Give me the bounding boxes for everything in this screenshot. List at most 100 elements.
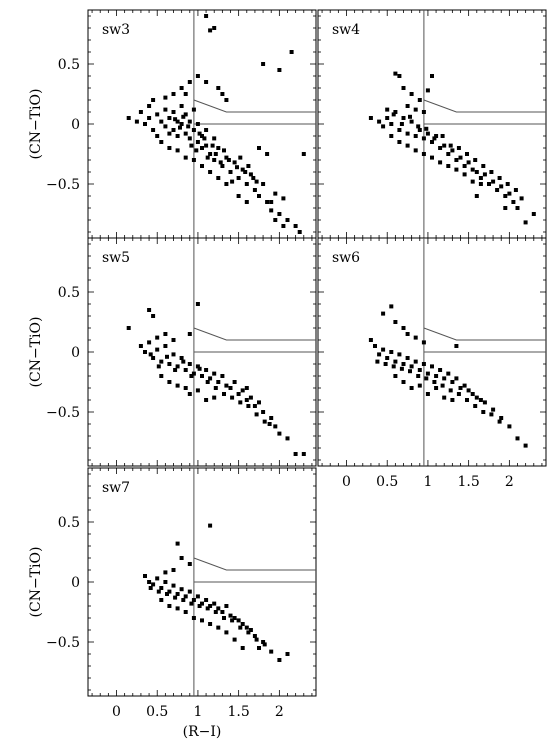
data-point xyxy=(425,88,430,93)
data-point xyxy=(409,92,414,96)
data-point xyxy=(212,136,217,141)
data-point xyxy=(187,119,192,124)
data-point xyxy=(183,155,188,160)
data-point xyxy=(200,134,204,138)
data-point xyxy=(216,146,221,150)
data-point xyxy=(289,50,294,54)
x-tick-label: 0 xyxy=(342,474,351,490)
data-point xyxy=(200,618,204,623)
data-point xyxy=(425,371,430,376)
data-point xyxy=(194,148,199,153)
data-point xyxy=(216,176,221,180)
data-point xyxy=(265,152,270,156)
data-point xyxy=(434,134,439,138)
data-point xyxy=(273,191,278,196)
data-point xyxy=(432,136,437,141)
data-point xyxy=(204,14,209,18)
panel-sw6: 0 0.5 1 1.5 2 sw6 xyxy=(317,237,547,490)
data-point xyxy=(179,356,184,360)
data-point xyxy=(430,74,434,78)
data-point xyxy=(213,152,218,156)
data-point xyxy=(200,164,204,168)
data-point xyxy=(397,74,402,78)
data-point xyxy=(401,326,406,330)
data-point xyxy=(181,114,186,119)
data-point xyxy=(246,404,251,408)
data-point xyxy=(187,562,192,566)
data-point xyxy=(416,124,421,129)
data-point xyxy=(297,230,302,234)
data-point xyxy=(204,80,209,84)
data-point xyxy=(417,98,422,102)
data-point xyxy=(409,119,414,124)
data-point xyxy=(397,140,402,144)
data-point xyxy=(238,155,243,160)
data-point xyxy=(450,398,455,402)
data-point xyxy=(230,395,235,400)
y-tick-label: −0.5 xyxy=(46,635,80,651)
data-point xyxy=(257,194,261,198)
data-point xyxy=(281,224,286,228)
y-tick-label: 0 xyxy=(71,345,80,361)
data-point xyxy=(222,392,226,396)
data-point xyxy=(212,158,217,162)
data-point xyxy=(159,119,164,124)
data-point xyxy=(244,200,249,204)
data-point xyxy=(446,152,451,156)
data-point xyxy=(186,124,191,129)
data-point xyxy=(513,188,518,192)
data-point xyxy=(385,107,390,112)
data-point xyxy=(224,182,229,186)
data-point xyxy=(405,131,410,136)
data-point xyxy=(171,110,176,114)
data-point xyxy=(183,92,188,96)
data-point xyxy=(458,155,463,160)
data-point xyxy=(220,92,225,96)
data-point xyxy=(212,601,217,606)
data-point xyxy=(165,354,169,359)
x-tick-label: 0 xyxy=(112,704,121,720)
selection-boundary-line xyxy=(193,327,316,341)
data-point xyxy=(489,412,494,417)
data-point xyxy=(183,368,188,372)
data-point xyxy=(377,352,382,357)
data-point xyxy=(159,359,164,364)
data-point xyxy=(178,125,182,130)
selection-boundary-line xyxy=(423,327,546,341)
data-point xyxy=(195,140,200,144)
data-point xyxy=(458,386,463,390)
data-point xyxy=(397,128,402,132)
data-point xyxy=(473,404,478,408)
x-tick-label: 0.5 xyxy=(376,474,398,490)
data-point xyxy=(277,68,282,72)
data-point xyxy=(155,347,160,352)
data-point xyxy=(399,122,404,126)
data-point xyxy=(195,364,200,369)
data-point xyxy=(189,601,194,606)
data-point xyxy=(466,160,471,165)
data-point xyxy=(220,610,225,614)
data-point xyxy=(269,208,274,213)
data-point xyxy=(481,410,486,414)
data-point xyxy=(409,364,414,369)
y-tick-label: 0.5 xyxy=(58,57,80,73)
data-point xyxy=(243,170,248,174)
data-point xyxy=(430,155,434,160)
data-point xyxy=(368,338,373,342)
data-point xyxy=(240,622,245,626)
data-point xyxy=(240,646,245,650)
data-point xyxy=(218,160,223,165)
data-point xyxy=(385,116,390,120)
data-point xyxy=(167,116,172,120)
data-point xyxy=(413,335,418,340)
data-point xyxy=(195,594,200,599)
x-tick-label: 0.5 xyxy=(146,704,168,720)
data-point xyxy=(151,582,156,587)
data-point xyxy=(482,400,487,405)
data-point xyxy=(440,383,445,388)
data-point xyxy=(175,148,180,153)
data-point xyxy=(171,583,176,588)
panel-sw4: sw4 xyxy=(317,9,547,239)
data-point xyxy=(187,136,192,141)
data-point xyxy=(261,640,266,644)
